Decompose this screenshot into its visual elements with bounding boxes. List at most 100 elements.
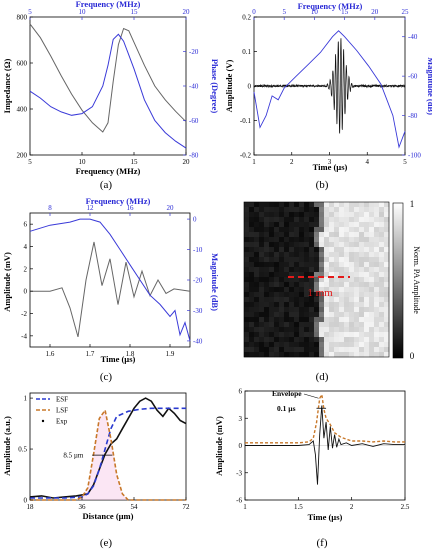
heatmap-cell	[364, 337, 369, 342]
heatmap-cell	[319, 347, 324, 352]
heatmap-cell	[289, 332, 294, 337]
heatmap-cell	[349, 342, 354, 347]
plot-b-x-label-4: 5	[403, 158, 407, 166]
heatmap-cell	[264, 217, 269, 222]
heatmap-cell	[374, 342, 379, 347]
heatmap-cell	[314, 317, 319, 322]
heatmap-cell	[334, 242, 339, 247]
heatmap-cell	[249, 322, 254, 327]
heatmap-cell	[264, 352, 269, 357]
heatmap-cell	[284, 282, 289, 287]
heatmap-cell	[279, 222, 284, 227]
heatmap-cell	[259, 327, 264, 332]
heatmap-cell	[249, 337, 254, 342]
heatmap-cell	[279, 227, 284, 232]
plot-f-xlabel: Time (µs)	[308, 512, 343, 522]
heatmap-cell	[289, 337, 294, 342]
plot-a-y2-label-3: -80	[189, 152, 199, 160]
heatmap-cell	[349, 317, 354, 322]
heatmap-cell	[294, 342, 299, 347]
heatmap-cell	[284, 202, 289, 207]
heatmap-cell	[384, 337, 389, 342]
heatmap-cell	[309, 257, 314, 262]
heatmap-cell	[249, 347, 254, 352]
heatmap-cell	[369, 242, 374, 247]
heatmap-cell	[324, 242, 329, 247]
heatmap-cell	[339, 352, 344, 357]
heatmap-cell	[284, 217, 289, 222]
heatmap-cell	[259, 297, 264, 302]
heatmap-cell	[279, 337, 284, 342]
heatmap-cell	[359, 232, 364, 237]
heatmap-cell	[304, 302, 309, 307]
heatmap-cell	[379, 327, 384, 332]
heatmap-cell	[329, 217, 334, 222]
heatmap-cell	[354, 287, 359, 292]
heatmap-cell	[329, 327, 334, 332]
heatmap-cell	[359, 322, 364, 327]
plot-b-x2label: Frequency (MHz)	[298, 1, 363, 11]
heatmap-cell	[244, 282, 249, 287]
heatmap-cell	[324, 252, 329, 257]
heatmap-cell	[299, 297, 304, 302]
heatmap-cell	[379, 207, 384, 212]
heatmap-cell	[284, 307, 289, 312]
plot-a-y-label-0: 200	[17, 152, 28, 160]
heatmap-cell	[319, 332, 324, 337]
plot-b-y-label-4: 0.2	[242, 14, 251, 22]
heatmap-cell	[244, 252, 249, 257]
heatmap-cell	[294, 242, 299, 247]
plot-a-x2-label-0: 5	[28, 8, 32, 16]
heatmap-cell	[259, 247, 264, 252]
heatmap-cell	[274, 282, 279, 287]
heatmap-cell	[259, 217, 264, 222]
heatmap-cell	[299, 242, 304, 247]
heatmap-cell	[359, 217, 364, 222]
heatmap-cell	[359, 207, 364, 212]
heatmap-cell	[279, 202, 284, 207]
heatmap-cell	[304, 262, 309, 267]
heatmap-cell	[359, 212, 364, 217]
heatmap-cell	[264, 332, 269, 337]
heatmap-cell	[364, 282, 369, 287]
heatmap-cell	[259, 237, 264, 242]
heatmap-cell	[364, 322, 369, 327]
plot-b-y2label: Magnitude (dB)	[426, 57, 432, 115]
heatmap-cell	[264, 337, 269, 342]
heatmap-cell	[279, 287, 284, 292]
heatmap-cell	[299, 262, 304, 267]
heatmap-cell	[274, 272, 279, 277]
heatmap-cell	[379, 202, 384, 207]
heatmap-cell	[249, 282, 254, 287]
heatmap-cell	[254, 287, 259, 292]
heatmap-cell	[294, 327, 299, 332]
heatmap-cell	[379, 347, 384, 352]
heatmap-cell	[289, 212, 294, 217]
heatmap-cell	[364, 292, 369, 297]
plot-a-y2-label-1: -40	[189, 83, 199, 91]
heatmap-cell	[334, 212, 339, 217]
plot-c-y2-label-4: -40	[193, 337, 203, 345]
plot-c-y2-label-2: -20	[193, 277, 203, 285]
heatmap-cell	[244, 347, 249, 352]
heatmap-cell	[344, 217, 349, 222]
heatmap-cell	[384, 322, 389, 327]
heatmap-cell	[349, 322, 354, 327]
heatmap-cell	[364, 327, 369, 332]
heatmap-cell	[339, 297, 344, 302]
heatmap-cell	[269, 307, 274, 312]
heatmap-cell	[359, 277, 364, 282]
heatmap-cell	[374, 282, 379, 287]
heatmap-cell	[289, 247, 294, 252]
heatmap-cell	[344, 292, 349, 297]
heatmap-cell	[384, 317, 389, 322]
heatmap-cell	[354, 262, 359, 267]
plot-b-spectrum-line	[254, 31, 405, 147]
heatmap-cell	[364, 287, 369, 292]
heatmap-cell	[344, 302, 349, 307]
heatmap-cell	[304, 337, 309, 342]
heatmap-cell	[369, 267, 374, 272]
heatmap-cell	[314, 242, 319, 247]
heatmap-cell	[254, 307, 259, 312]
heatmap-cell	[274, 302, 279, 307]
